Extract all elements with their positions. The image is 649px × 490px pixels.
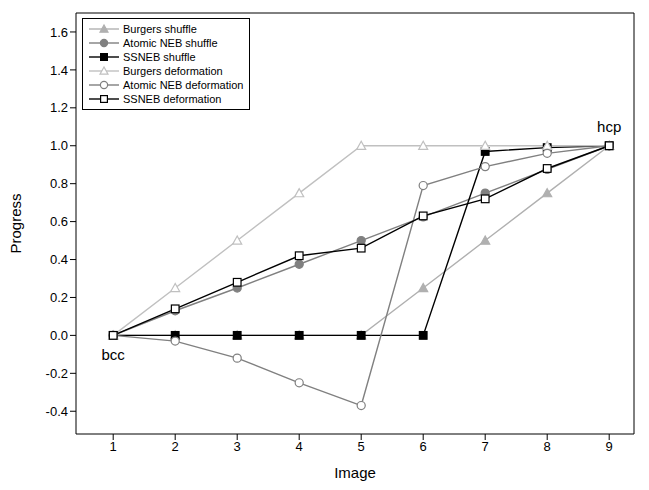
svg-text:0.6: 0.6 <box>50 214 68 229</box>
svg-text:1.4: 1.4 <box>50 63 68 78</box>
html-text:Burgers shuffle: Burgers shuffle <box>123 23 197 35</box>
svg-text:2: 2 <box>172 439 179 454</box>
svg-text:8: 8 <box>544 439 551 454</box>
svg-text:3: 3 <box>234 439 241 454</box>
svg-text:1.0: 1.0 <box>50 138 68 153</box>
svg-text:0.8: 0.8 <box>50 176 68 191</box>
svg-text:1.2: 1.2 <box>50 100 68 115</box>
svg-text:1: 1 <box>110 439 117 454</box>
html-text:SSNEB deformation: SSNEB deformation <box>123 93 222 105</box>
svg-text:0.2: 0.2 <box>50 290 68 305</box>
svg-text:4: 4 <box>296 439 303 454</box>
svg-text:-0.2: -0.2 <box>46 366 68 381</box>
svg-text:bcc: bcc <box>102 346 126 363</box>
svg-text:5: 5 <box>358 439 365 454</box>
svg-text:6: 6 <box>420 439 427 454</box>
html-text:Burgers deformation: Burgers deformation <box>123 65 223 77</box>
svg-text:0.4: 0.4 <box>50 252 68 267</box>
svg-text:0.0: 0.0 <box>50 328 68 343</box>
svg-text:7: 7 <box>482 439 489 454</box>
svg-text:Progress: Progress <box>7 193 24 253</box>
svg-text:-0.4: -0.4 <box>46 404 68 419</box>
svg-text:9: 9 <box>606 439 613 454</box>
svg-text:hcp: hcp <box>597 118 621 135</box>
html-text:Atomic NEB deformation: Atomic NEB deformation <box>123 79 244 91</box>
html-text:SSNEB shuffle: SSNEB shuffle <box>123 51 196 63</box>
svg-text:Image: Image <box>334 464 376 481</box>
svg-text:1.6: 1.6 <box>50 25 68 40</box>
html-text:Atomic NEB shuffle: Atomic NEB shuffle <box>123 37 218 49</box>
